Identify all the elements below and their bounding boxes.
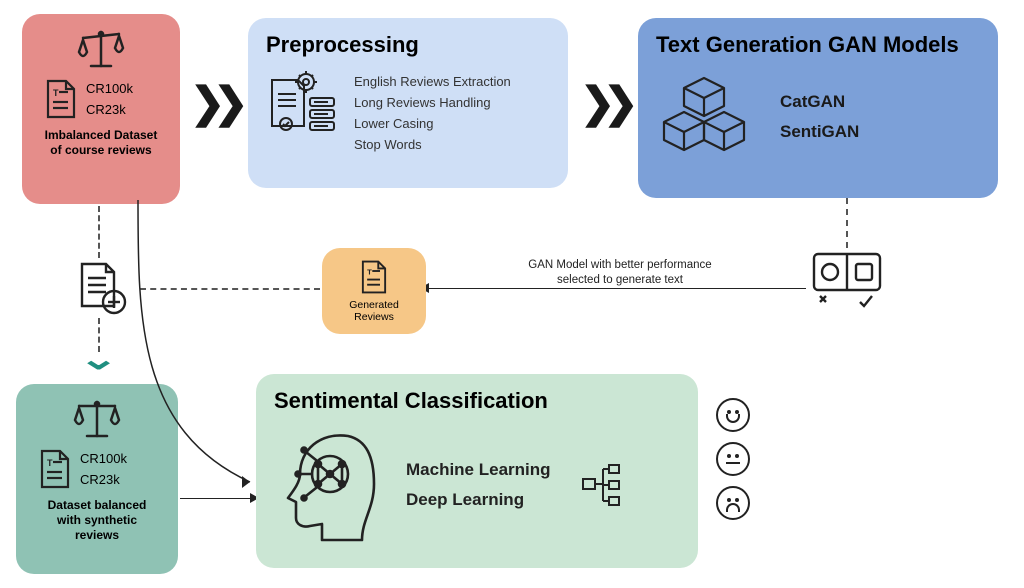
sentiment-classification-box: Sentimental Classification Machine Learn… (256, 374, 698, 568)
arrow-connector (180, 498, 252, 499)
arrow-connector (428, 288, 806, 289)
sad-face-icon (716, 486, 750, 520)
preprocessing-steps: English Reviews Extraction Long Reviews … (354, 68, 511, 158)
gan-selection-caption: GAN Model with better performance select… (500, 258, 740, 288)
imbalanced-caption: Imbalanced Dataset of course reviews (40, 128, 162, 158)
imbalanced-dataset-box: T CR100k CR23k Imbalanced Dataset of cou… (22, 14, 180, 204)
preprocessing-box: Preprocessing English Reviews Extraction… (248, 18, 568, 188)
sentiment-faces (716, 398, 750, 520)
scales-icon (69, 398, 125, 442)
happy-face-icon (716, 398, 750, 432)
generated-reviews-box: T Generated Reviews (322, 248, 426, 334)
sentiment-approach: Deep Learning (406, 490, 551, 510)
generated-reviews-label: Generated Reviews (330, 299, 418, 323)
compare-ab-icon (810, 250, 884, 308)
gear-document-icon (266, 68, 340, 148)
gan-model: SentiGAN (780, 122, 859, 142)
scales-icon (73, 28, 129, 72)
gan-models-list: CatGAN SentiGAN (780, 82, 859, 152)
sentiment-approaches: Machine Learning Deep Learning (406, 450, 551, 520)
dashed-connector (98, 206, 100, 258)
flow-chevrons-icon: ❯❯ (580, 78, 626, 127)
svg-text:T: T (47, 458, 53, 468)
document-icon: T (44, 78, 78, 120)
add-document-icon (74, 258, 130, 316)
preproc-step: Lower Casing (354, 116, 511, 131)
preprocessing-title: Preprocessing (266, 32, 550, 58)
gan-model: CatGAN (780, 92, 859, 112)
document-icon: T (359, 259, 389, 295)
dataset-label: CR23k (80, 472, 127, 487)
document-icon: T (38, 448, 72, 490)
flow-chevrons-icon: ❯❯ (190, 78, 236, 127)
chevron-down-icon: ⌄ (78, 342, 118, 377)
svg-text:T: T (367, 267, 372, 276)
gan-title: Text Generation GAN Models (656, 32, 980, 58)
dataset-label: CR100k (86, 81, 133, 96)
gan-models-box: Text Generation GAN Models CatGAN SentiG… (638, 18, 998, 198)
dataset-label: CR100k (80, 451, 127, 466)
sentiment-title: Sentimental Classification (274, 388, 680, 414)
ai-head-icon (274, 426, 384, 544)
svg-text:T: T (53, 88, 59, 98)
preproc-step: Long Reviews Handling (354, 95, 511, 110)
preproc-step: Stop Words (354, 137, 511, 152)
preproc-step: English Reviews Extraction (354, 74, 511, 89)
hierarchy-icon (579, 461, 623, 509)
cubes-icon (656, 72, 752, 162)
neutral-face-icon (716, 442, 750, 476)
dataset-label: CR23k (86, 102, 133, 117)
sentiment-approach: Machine Learning (406, 460, 551, 480)
dashed-connector (846, 198, 848, 248)
